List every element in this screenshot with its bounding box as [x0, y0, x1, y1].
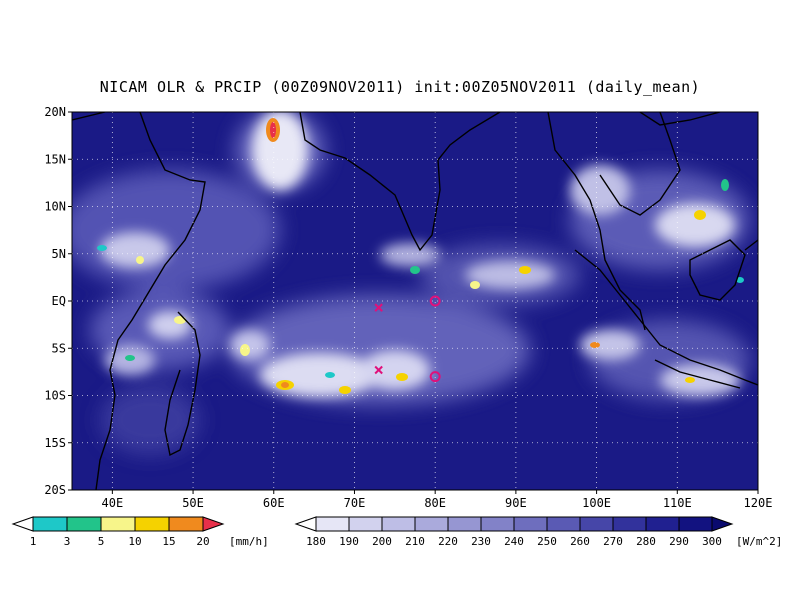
lat-lon-grid — [72, 112, 758, 490]
colorbar-label: 290 — [669, 535, 689, 548]
lat-tick-label: 15N — [44, 152, 66, 166]
olr-colorbar: 180 190 200 210 220 230 240 250 260 270 280 290 300 [… — [294, 516, 782, 548]
colorbar-label: 1 — [30, 535, 37, 548]
colorbar-label: 300 — [702, 535, 722, 548]
lat-tick-label: 20S — [44, 483, 66, 497]
colorbar-swatch — [513, 516, 548, 532]
colorbar-label: 5 — [98, 535, 105, 548]
colorbar-unit: [mm/h] — [229, 535, 269, 548]
colorbar-swatch — [315, 516, 350, 532]
lat-tick-label: 5N — [52, 247, 66, 261]
colorbar-label: 240 — [504, 535, 524, 548]
colorbar-label: 230 — [471, 535, 491, 548]
colorbar-label: 220 — [438, 535, 458, 548]
lon-tick-label: 70E — [344, 496, 366, 510]
lat-tick-label: 20N — [44, 105, 66, 119]
colorbar-swatch — [480, 516, 515, 532]
lat-tick-label: EQ — [52, 294, 66, 308]
colorbar-label: 15 — [162, 535, 175, 548]
colorbar-label: 270 — [603, 535, 623, 548]
lat-tick-label: 10S — [44, 389, 66, 403]
colorbar-high-arrow — [202, 516, 225, 532]
colorbar-label: 20 — [196, 535, 209, 548]
colorbar-swatch — [414, 516, 449, 532]
lon-tick-label: 40E — [102, 496, 124, 510]
circle-marker — [429, 371, 441, 383]
colorbar-swatch — [579, 516, 614, 532]
colorbar-swatch — [348, 516, 383, 532]
axis-ticks: 40E 50E 60E 70E 80E 90E 100E 110E 120E 20N 15N 10N 5… — [44, 105, 772, 510]
lon-tick-label: 80E — [424, 496, 446, 510]
colorbar-swatch — [32, 516, 68, 532]
colorbar-swatch — [100, 516, 136, 532]
colorbar-high-arrow — [711, 516, 734, 532]
colorbar-label: 250 — [537, 535, 557, 548]
lon-tick-label: 110E — [663, 496, 692, 510]
colorbar-label: 200 — [372, 535, 392, 548]
colorbar-swatch — [645, 516, 680, 532]
lon-tick-label: 90E — [505, 496, 527, 510]
precip-cells — [97, 118, 744, 394]
x-marker — [374, 303, 383, 312]
storm-markers — [374, 295, 441, 383]
precip-colorbar: 1 3 5 10 15 20 [mm/h] — [11, 516, 269, 548]
colorbar-swatch — [381, 516, 416, 532]
colorbar-swatch — [546, 516, 581, 532]
colorbar-low-arrow — [294, 516, 317, 532]
colorbar-label: 210 — [405, 535, 425, 548]
circle-marker — [429, 295, 441, 307]
x-marker — [374, 365, 383, 375]
map-title: NICAM OLR & PRCIP (00Z09NOV2011) init:00… — [99, 78, 701, 96]
colorbar-label: 10 — [128, 535, 141, 548]
colorbar-unit: [W/m^2] — [736, 535, 782, 548]
colorbar-swatch — [168, 516, 204, 532]
colorbar-label: 180 — [306, 535, 326, 548]
colorbar-swatch — [134, 516, 170, 532]
lat-tick-label: 15S — [44, 436, 66, 450]
colorbar-low-arrow — [11, 516, 34, 532]
colorbar-swatch — [66, 516, 102, 532]
colorbar-label: 260 — [570, 535, 590, 548]
colorbar-swatch — [612, 516, 647, 532]
colorbar-label: 190 — [339, 535, 359, 548]
lat-tick-label: 10N — [44, 200, 66, 214]
colorbar-label: 280 — [636, 535, 656, 548]
lat-tick-label: 5S — [52, 341, 66, 355]
colorbar-label: 3 — [64, 535, 71, 548]
lon-tick-label: 50E — [182, 496, 204, 510]
lon-tick-label: 100E — [582, 496, 611, 510]
colorbar-swatch — [678, 516, 713, 532]
olr-field — [72, 112, 758, 490]
lon-tick-label: 120E — [744, 496, 773, 510]
colorbar-swatch — [447, 516, 482, 532]
lon-tick-label: 60E — [263, 496, 285, 510]
